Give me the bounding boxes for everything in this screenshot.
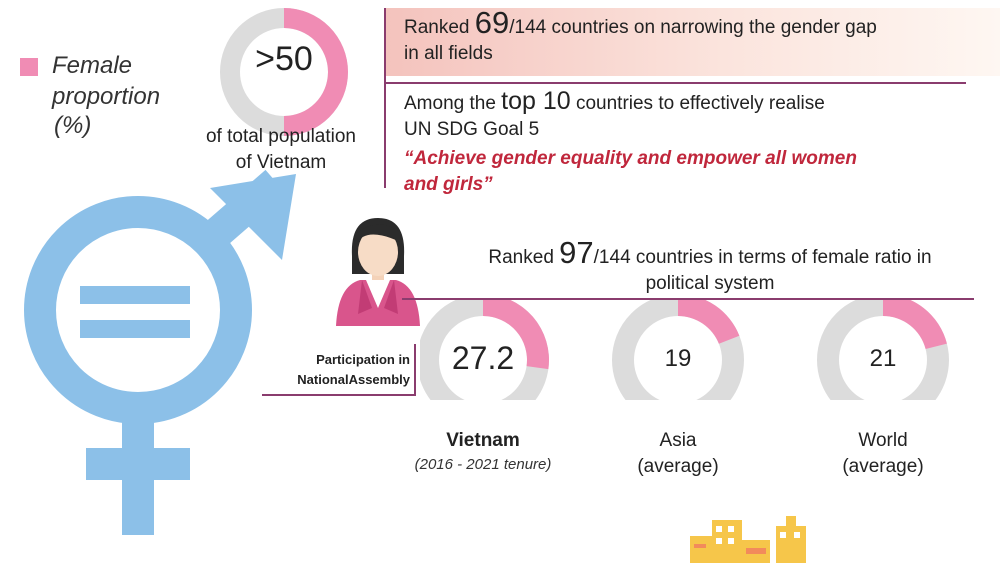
donut-2 [817, 300, 949, 400]
sdg-statement: Among the top 10 countries to effectivel… [404, 88, 994, 143]
participation-box [262, 344, 416, 396]
sdg-quote-line1: “Achieve gender equality and empower all… [404, 148, 857, 169]
buildings-icon [690, 516, 806, 563]
gender-gap-rank-value: 69 [474, 5, 510, 40]
divider-horizontal-2 [402, 298, 974, 300]
political-line1: Ranked 97/144 countries in terms of fema… [430, 237, 990, 271]
donut-label: Vietnam [446, 430, 520, 451]
donut-sublabel: (average) [637, 456, 719, 477]
sdg-quote-line2: and girls” [404, 174, 493, 195]
political-suffix: /144 countries in terms of female ratio … [593, 247, 932, 268]
gender-gap-band [386, 8, 1000, 76]
population-value: >50 [255, 40, 313, 78]
political-line2: political system [645, 273, 775, 294]
donut-2-female-slice [883, 300, 947, 350]
legend-unit: (%) [54, 112, 92, 139]
sdg-quote: “Achieve gender equality and empower all… [404, 146, 964, 198]
political-rank-value: 97 [559, 235, 594, 270]
political-rank: Ranked 97/144 countries in terms of fema… [430, 237, 990, 297]
donut-value: 27.2 [451, 340, 515, 376]
population-caption-line1: of total population [205, 126, 356, 147]
donut-1-female-slice [678, 300, 740, 344]
sdg-line2: UN SDG Goal 5 [404, 119, 540, 140]
political-prefix: Ranked [488, 247, 560, 268]
legend-swatch [20, 58, 38, 76]
donut-sublabel: (2016 - 2021 tenure) [414, 456, 552, 473]
participation-label-line1: Participation in [316, 352, 410, 367]
gender-gap-prefix: Ranked [404, 17, 475, 38]
divider-horizontal-1 [386, 82, 966, 84]
donut-0 [420, 300, 549, 400]
population-caption-line2: of Vietnam [235, 152, 327, 173]
gender-gap-line1: Ranked 69/144 countries on narrowing the… [404, 7, 994, 41]
woman-avatar-icon [336, 218, 420, 326]
donut-1 [612, 300, 744, 400]
sdg-highlight: top 10 [501, 87, 571, 115]
legend-label-line1: Female [52, 52, 133, 79]
legend-label: Female proportion [52, 50, 160, 112]
donut-value: 19 [664, 345, 692, 372]
gender-equality-symbol-icon [24, 169, 296, 535]
divider-vertical [384, 8, 386, 188]
donut-sublabel: (average) [842, 456, 924, 477]
participation-donuts [420, 300, 949, 400]
donut-label: World [858, 430, 908, 451]
donut-label: Asia [659, 430, 697, 451]
sdg-suffix: countries to effectively realise [570, 93, 825, 114]
donut-value: 21 [869, 345, 897, 372]
population-donut [220, 8, 348, 136]
participation-label: Participation in NationalAssembly [266, 350, 410, 390]
gender-gap-suffix: /144 countries on narrowing the gender g… [509, 17, 877, 38]
population-donut-female-slice [284, 8, 348, 136]
participation-label-line2: NationalAssembly [297, 372, 410, 387]
donut-0-female-slice [483, 300, 549, 370]
gender-gap-line2: in all fields [404, 43, 493, 64]
legend-label-line2: proportion [52, 83, 161, 110]
gender-gap-rank: Ranked 69/144 countries on narrowing the… [404, 7, 994, 67]
population-caption: of total population of Vietnam [186, 124, 376, 176]
sdg-prefix: Among the [404, 93, 502, 114]
sdg-line1: Among the top 10 countries to effectivel… [404, 88, 994, 117]
